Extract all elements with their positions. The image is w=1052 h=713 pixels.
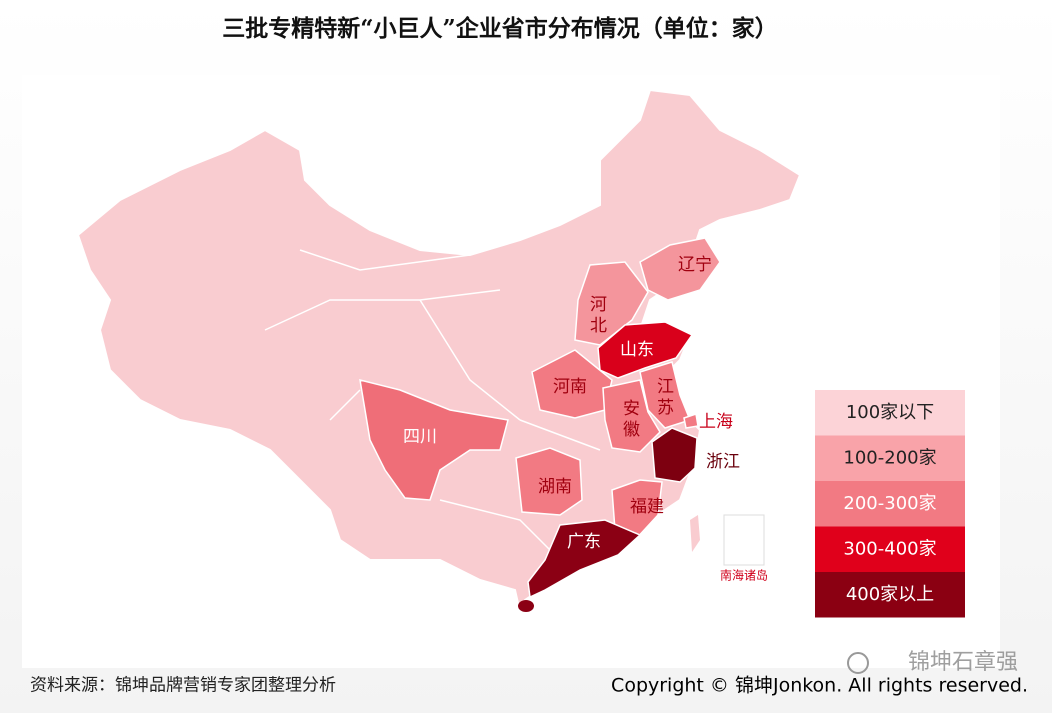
watermark: 锦坤石章强 [908,650,1018,675]
boundary [439,499,561,561]
boundary [419,299,521,421]
province [515,447,583,516]
province-label: 福建 [630,497,664,517]
legend-swatch [815,481,965,527]
legend-swatch [815,390,965,436]
boundary [299,249,471,271]
province-label: 辽宁 [678,255,712,275]
inset-label: 南海诸岛 [720,568,768,583]
source: 资料来源：锦坤品牌营销专家团整理分析 [30,676,336,696]
legend-label: 400家以上 [846,584,934,605]
province [602,379,661,453]
province-label: 上海 [699,412,733,432]
province [651,427,698,483]
legend-label: 300-400家 [843,539,936,560]
inset-frame [723,514,765,566]
island [690,515,700,552]
province-label: 河北 [586,295,607,337]
boundary [264,289,501,331]
province [359,378,509,501]
legend: 100家以下 100-200家 200-300家 300-400家 400家以上 [815,390,965,618]
province-label: 广东 [567,532,601,552]
title: 三批专精特新“小巨人”企业省市分布情况（单位：家） [222,15,777,42]
legend-label: 100-200家 [843,448,936,469]
province-label: 浙江 [706,452,740,472]
province-label: 安徽 [619,399,640,441]
boundary [519,419,601,451]
legend-label: 200-300家 [843,493,936,514]
legend-swatch [815,572,965,618]
province [574,261,649,346]
province [527,519,642,599]
watermark-icon [847,652,869,674]
province-label: 四川 [403,427,437,447]
province-label: 湖南 [538,477,572,497]
legend-label: 100家以下 [846,402,934,423]
copyright: Copyright © 锦坤Jonkon. All rights reserve… [611,675,1028,697]
province [683,413,699,429]
province-label: 江苏 [653,377,674,419]
province [639,237,721,301]
province-label: 河南 [553,377,587,397]
province-label: 山东 [620,340,654,360]
province [597,321,694,379]
legend-swatch [815,526,965,572]
boundary [329,389,361,421]
legend-swatch [815,435,965,481]
island [518,600,534,612]
